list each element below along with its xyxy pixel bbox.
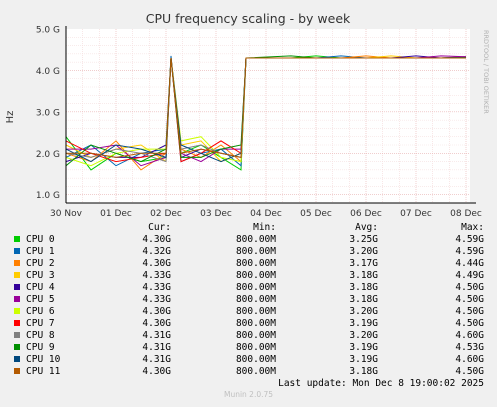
x-tick-label: 05 Dec xyxy=(300,209,332,219)
x-tick-label: 07 Dec xyxy=(400,209,432,219)
series-group xyxy=(65,55,467,171)
y-tick-label: 3.0 G xyxy=(36,108,60,118)
x-tick-label: 08 Dec xyxy=(450,209,482,219)
y-tick-label: 1.0 G xyxy=(36,191,60,201)
x-tick-label: 30 Nov xyxy=(50,209,83,219)
plot-area xyxy=(66,29,470,203)
y-tick-label: 5.0 G xyxy=(36,26,60,36)
x-tick-label: 03 Dec xyxy=(200,209,232,219)
y-axis-label: Hz xyxy=(5,111,16,124)
side-label: RRDTOOL / TOBI OETIKER xyxy=(482,30,490,114)
axes: 1.0 G 2.0 G 3.0 G 4.0 G 5.0 G 30 Nov 01 Dec 02 … xyxy=(36,26,482,220)
x-tick-label: 04 Dec xyxy=(250,209,282,219)
x-tick-label: 01 Dec xyxy=(100,209,132,219)
y-tick-label: 2.0 G xyxy=(36,150,60,160)
series-line-cpu-11 xyxy=(66,57,466,159)
y-tick-label: 4.0 G xyxy=(36,67,60,77)
x-tick-label: 02 Dec xyxy=(150,209,182,219)
chart-title: CPU frequency scaling - by week xyxy=(146,11,351,26)
x-tick-label: 06 Dec xyxy=(350,209,382,219)
